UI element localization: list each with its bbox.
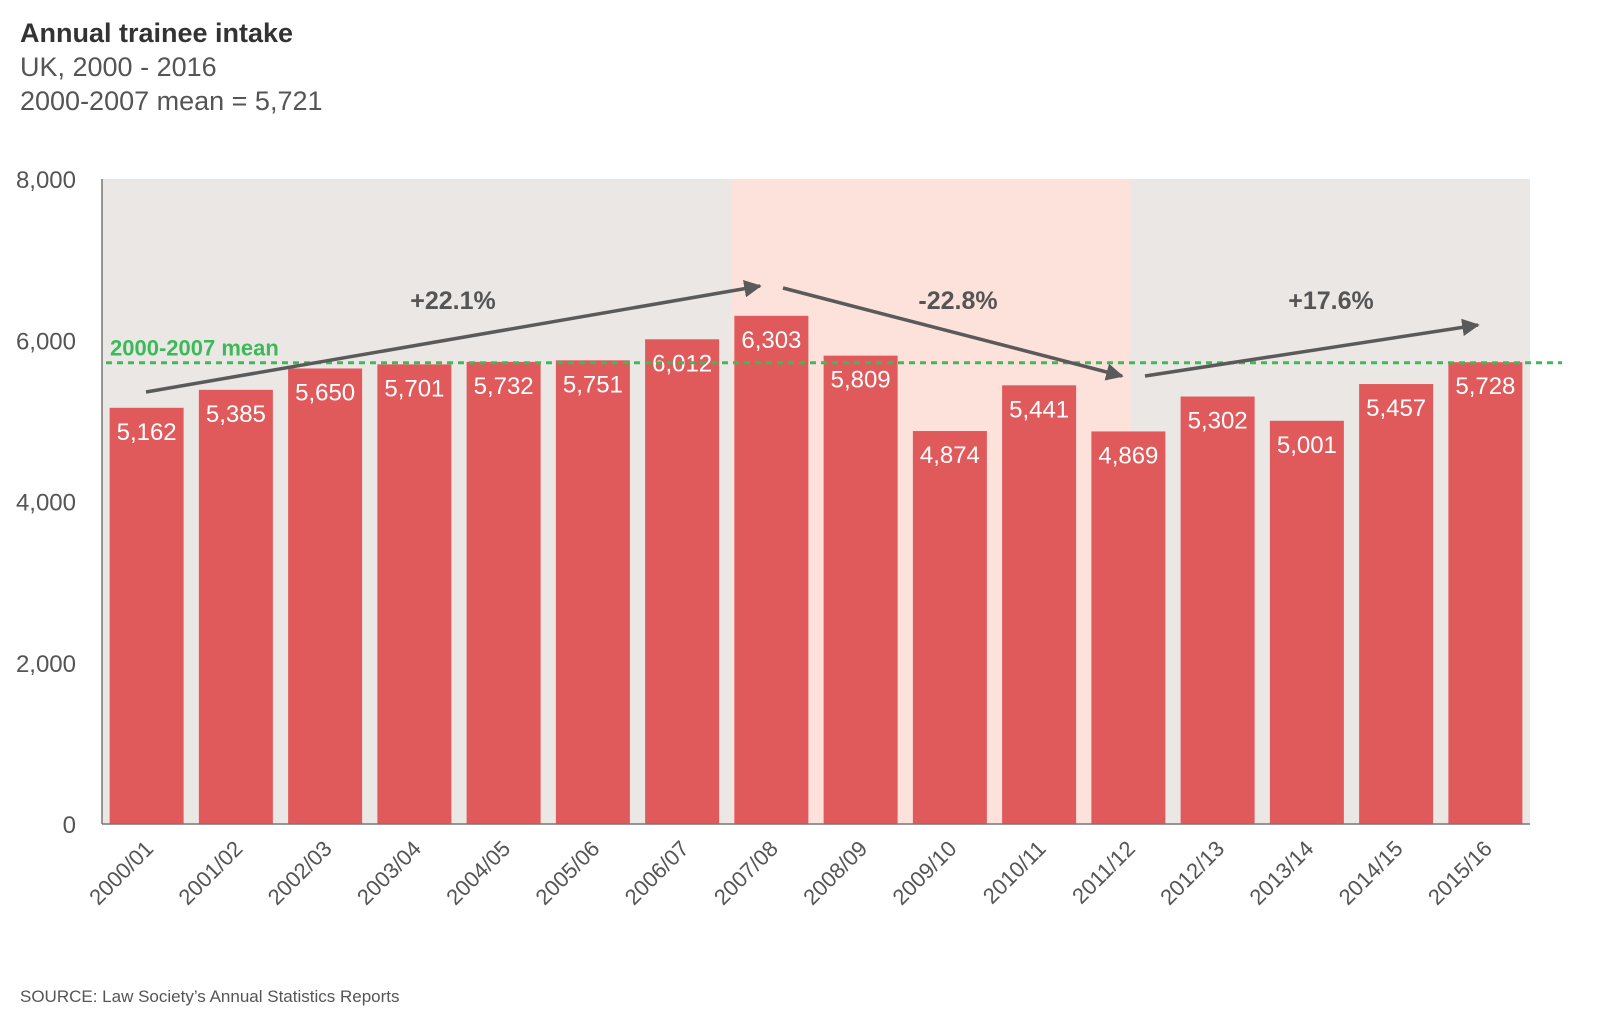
trend-label: +17.6% <box>1288 287 1374 315</box>
x-tick-label: 2008/09 <box>798 836 872 910</box>
x-tick-label: 2004/05 <box>441 836 515 910</box>
y-tick-label: 4,000 <box>16 490 76 517</box>
data-label: 5,441 <box>1009 396 1069 423</box>
bar <box>912 431 987 824</box>
x-tick-label: 2014/15 <box>1334 836 1408 910</box>
trend-label: -22.8% <box>918 287 997 315</box>
bar <box>1269 420 1344 824</box>
x-tick-label: 2005/06 <box>530 836 604 910</box>
data-label: 5,751 <box>563 371 623 398</box>
trend-label: +22.1% <box>410 287 496 315</box>
data-label: 5,162 <box>117 419 177 446</box>
bar <box>1002 385 1077 824</box>
bar <box>555 360 630 824</box>
data-label: 5,701 <box>384 375 444 402</box>
trend-arrow <box>1144 318 1480 378</box>
bar <box>198 389 273 824</box>
x-tick-label: 2010/11 <box>978 836 1051 909</box>
chart-mean-note: 2000-2007 mean = 5,721 <box>20 86 323 116</box>
bar <box>1359 384 1434 824</box>
data-label: 5,728 <box>1455 373 1515 400</box>
x-tick-label: 2007/08 <box>709 836 783 910</box>
y-tick-label: 2,000 <box>16 651 76 678</box>
chart-subtitle: UK, 2000 - 2016 <box>20 52 217 82</box>
bar <box>466 361 541 824</box>
x-tick-label: 2012/13 <box>1155 836 1229 910</box>
x-tick-label: 2002/03 <box>263 836 337 910</box>
bar <box>288 368 363 824</box>
bar <box>734 315 809 824</box>
x-tick-label: 2009/10 <box>887 836 961 910</box>
data-label: 4,874 <box>920 442 980 469</box>
mean-line-label: 2000-2007 mean <box>110 336 279 361</box>
data-label: 5,302 <box>1188 408 1248 435</box>
bar <box>823 355 898 824</box>
y-tick-label: 8,000 <box>16 167 76 194</box>
bar <box>645 339 720 824</box>
bar <box>1180 396 1255 824</box>
data-label: 5,732 <box>474 373 534 400</box>
x-tick-label: 2013/14 <box>1244 836 1318 910</box>
x-tick-label: 2015/16 <box>1423 836 1497 910</box>
data-label: 5,457 <box>1366 395 1426 422</box>
y-tick-label: 6,000 <box>16 328 76 355</box>
data-label: 4,869 <box>1098 442 1158 469</box>
data-label: 5,809 <box>831 367 891 394</box>
bar <box>1091 431 1166 824</box>
chart-title: Annual trainee intake <box>20 18 294 48</box>
data-label: 5,001 <box>1277 432 1337 459</box>
data-label: 5,385 <box>206 401 266 428</box>
trend-arrow <box>782 286 1124 381</box>
x-tick-label: 2000/01 <box>84 836 158 910</box>
y-tick-label: 0 <box>63 812 76 839</box>
x-tick-label: 2001/02 <box>173 836 247 910</box>
trend-arrow <box>145 280 762 394</box>
x-tick-label: 2006/07 <box>620 836 694 910</box>
data-label: 6,303 <box>741 327 801 354</box>
bar <box>377 364 452 824</box>
x-tick-label: 2003/04 <box>352 836 426 910</box>
data-label: 5,650 <box>295 379 355 406</box>
bar <box>109 407 184 824</box>
source-note: SOURCE: Law Society’s Annual Statistics … <box>20 987 400 1006</box>
x-tick-label: 2011/12 <box>1067 836 1140 909</box>
bar <box>1448 362 1523 824</box>
